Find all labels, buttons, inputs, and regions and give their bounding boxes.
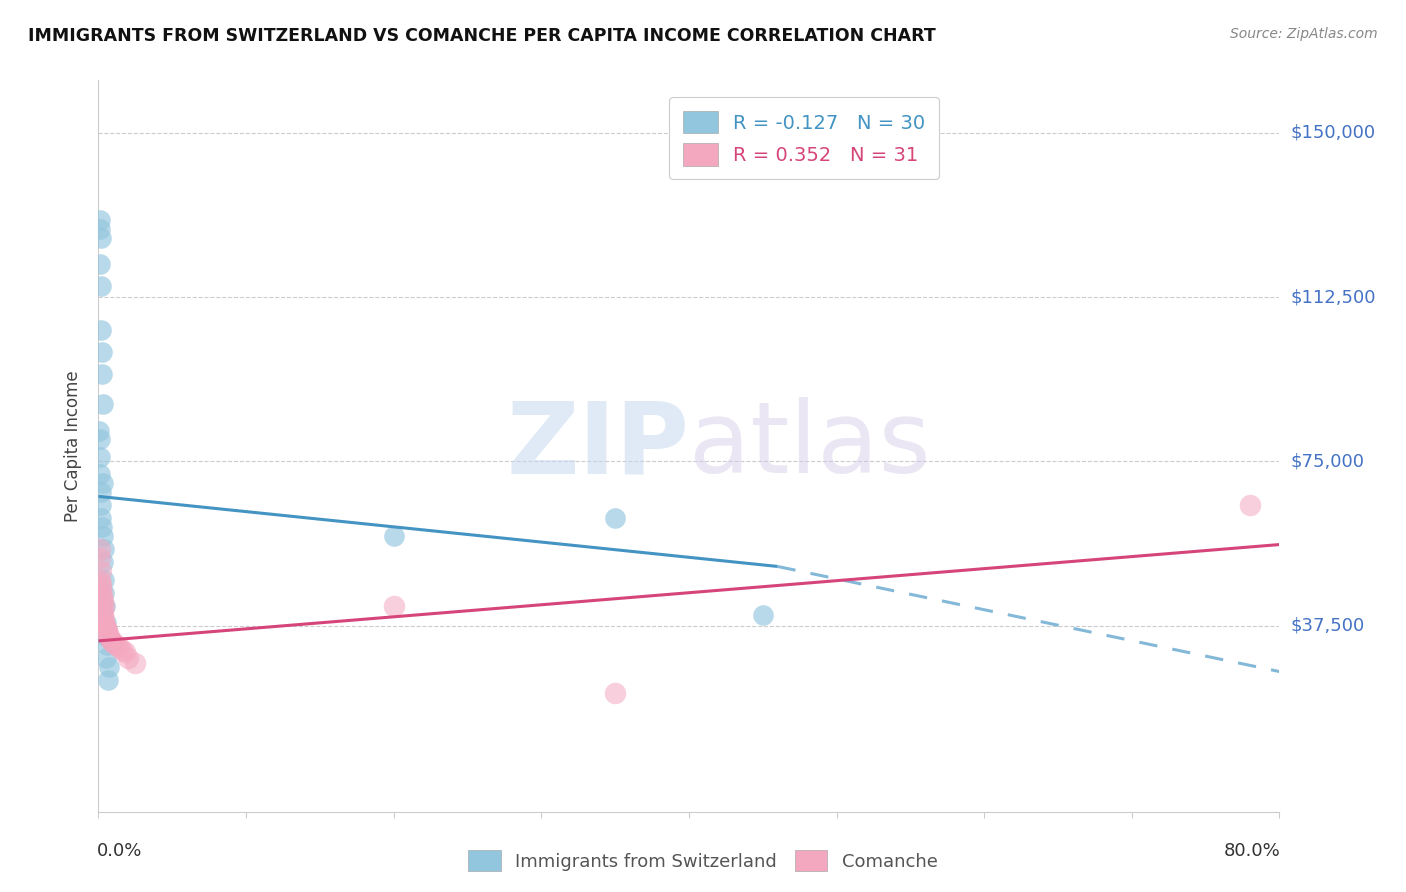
Point (93, 599, 115, 613)
Point (90, 511, 112, 525)
Point (94, 616, 117, 631)
Legend: R = -0.127   N = 30, R = 0.352   N = 31: R = -0.127 N = 30, R = 0.352 N = 31 (669, 97, 939, 179)
Point (90, 231, 112, 245)
Point (90, 577, 112, 591)
Text: 80.0%: 80.0% (1223, 842, 1281, 860)
Point (89, 450, 111, 464)
Point (91, 529, 114, 543)
Point (96, 625, 118, 640)
Point (94, 621, 117, 635)
Point (89, 257, 111, 271)
Point (1239, 498, 1261, 512)
Point (89, 222, 111, 236)
Point (105, 638, 128, 652)
Point (382, 529, 405, 543)
Text: Source: ZipAtlas.com: Source: ZipAtlas.com (1230, 27, 1378, 41)
Point (93, 616, 115, 631)
Point (97, 627, 120, 641)
Point (90, 323, 112, 337)
Point (94, 599, 117, 613)
Point (114, 645, 136, 659)
Point (124, 656, 146, 670)
Point (90, 564, 112, 578)
Point (91, 520, 114, 534)
Point (751, 607, 773, 622)
Point (96, 623, 118, 637)
Point (91, 476, 114, 491)
Point (382, 599, 405, 613)
Point (91, 594, 114, 608)
Point (97, 660, 120, 674)
Point (103, 636, 125, 650)
Point (91, 585, 114, 599)
Text: IMMIGRANTS FROM SWITZERLAND VS COMANCHE PER CAPITA INCOME CORRELATION CHART: IMMIGRANTS FROM SWITZERLAND VS COMANCHE … (28, 27, 936, 45)
Point (94, 618, 117, 632)
Point (90, 279, 112, 293)
Point (108, 640, 131, 655)
Text: $37,500: $37,500 (1291, 616, 1365, 634)
Text: $75,000: $75,000 (1291, 452, 1365, 470)
Point (89, 213, 111, 227)
Point (93, 541, 115, 556)
Point (89, 467, 111, 482)
Point (89, 550, 111, 565)
Point (91, 397, 114, 411)
Point (100, 634, 122, 648)
Text: ZIP: ZIP (506, 398, 689, 494)
Point (91, 607, 114, 622)
Point (90, 498, 112, 512)
Point (93, 612, 115, 626)
Point (93, 573, 115, 587)
Point (96, 630, 118, 644)
Point (605, 686, 627, 700)
Point (97, 630, 120, 644)
Point (96, 638, 118, 652)
Text: $150,000: $150,000 (1291, 124, 1375, 142)
Point (89, 424, 111, 438)
Point (93, 585, 115, 599)
Point (111, 642, 134, 657)
Point (89, 573, 111, 587)
Point (97, 673, 120, 688)
Point (605, 511, 627, 525)
Point (90, 367, 112, 381)
Point (89, 541, 111, 556)
Point (91, 555, 114, 569)
Point (117, 651, 139, 665)
Text: 0.0%: 0.0% (97, 842, 142, 860)
Text: atlas: atlas (689, 398, 931, 494)
Point (91, 603, 114, 617)
Point (90, 590, 112, 604)
Point (90, 485, 112, 500)
Point (90, 582, 112, 596)
Point (98, 632, 121, 646)
Point (91, 344, 114, 359)
Point (89, 433, 111, 447)
Text: $112,500: $112,500 (1291, 288, 1376, 306)
Y-axis label: Per Capita Income: Per Capita Income (65, 370, 83, 522)
Point (94, 651, 117, 665)
Legend: Immigrants from Switzerland, Comanche: Immigrants from Switzerland, Comanche (461, 843, 945, 879)
